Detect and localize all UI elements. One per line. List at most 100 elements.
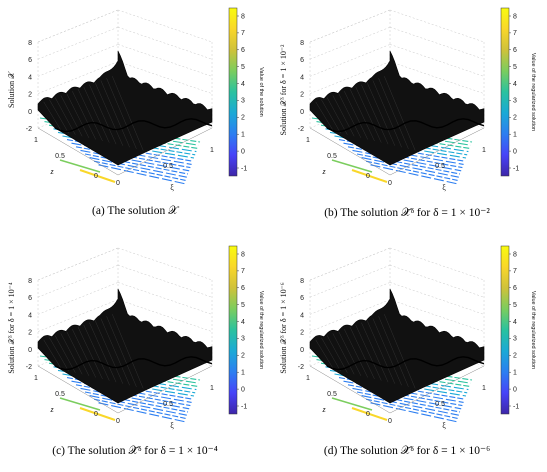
subfigure-caption: (b) The solution 𝒳̃ᵟ for δ = 1 × 10⁻² [272,205,542,220]
x-tick-label: 1 [482,385,486,392]
colorbar-tick-label: 1 [241,132,245,139]
z-axis-label: Solution 𝒳 [7,71,16,108]
contour-line [370,402,457,423]
caption-text: The solution 𝒳̃ᵟ for δ = 1 × 10⁻⁶ [340,445,491,457]
colorbar-tick-label: 5 [241,64,245,71]
z-axis-label: Solution 𝒳ᵟ for δ = 1 × 10⁻⁴ [7,282,16,374]
contour-line [365,160,458,181]
x-axis-label: ξ [442,183,446,192]
colorbar-tick-label: 3 [513,98,517,105]
caption-label: (d) [323,445,338,457]
subfigure-caption: (c) The solution 𝒳̃ᵟ for δ = 1 × 10⁻⁴ [0,443,270,458]
surface-plot: 8 6 4 2 0 -2 Solution 𝒳ᵟ for δ = 1 × 10⁻² 1 0.5 0… [279,7,536,192]
z-tick-label: 2 [300,92,304,99]
colorbar-label: Value of the solution [258,67,264,116]
colorbar-tick-label: 1 [241,370,245,377]
y-tick-label: 0 [94,411,98,418]
y-tick-label: 0 [366,411,370,418]
colorbar-tick-label: -1 [241,165,247,172]
contour-line [93,160,186,181]
colorbar-tick-label: 5 [513,302,517,309]
colorbar-tick-label: 4 [513,319,517,326]
x-tick-label: 0 [388,418,392,425]
colorbar-tick-label: 0 [241,386,245,393]
contour-line [98,164,185,185]
x-tick-label: 0.5 [163,401,173,408]
z-tick-label: -2 [298,126,304,133]
colorbar-tick-label: 4 [241,81,245,88]
caption-label: (a) [91,205,105,217]
contour-line [93,398,186,419]
colorbar-tick-label: 6 [513,47,517,54]
colorbar [500,7,510,177]
colorbar-tick-label: 2 [513,353,517,360]
z-tick-label: 8 [28,278,32,285]
z-tick-label: 0 [300,347,304,354]
solution-surface [309,50,485,166]
z-tick-label: 6 [28,57,32,64]
caption-label: (b) [324,207,338,219]
z-tick-label: 8 [300,40,304,47]
y-tick-label: 0.5 [55,153,65,160]
colorbar-tick-label: 7 [513,30,517,37]
x-tick-label: 1 [482,147,486,154]
subfigure-d: 8 6 4 2 0 -2 Solution 𝒳ᵟ for δ = 1 × 10⁻⁶ 1 0.5 0… [272,238,542,470]
colorbar-tick-label: 8 [513,251,517,258]
y-tick-label: 1 [306,375,310,382]
z-tick-label: 6 [28,295,32,302]
colorbar-tick-label: 2 [241,115,245,122]
y-axis-label: z [321,405,326,414]
x-tick-label: 0 [388,180,392,187]
z-tick-label: 2 [28,330,32,337]
z-tick-label: 4 [300,74,304,81]
colorbar-tick-label: 7 [513,268,517,275]
colorbar-label: Value of the regularized solution [530,291,536,369]
colorbar-tick-label: 6 [241,285,245,292]
subfigure-c: 8 6 4 2 0 -2 Solution 𝒳ᵟ for δ = 1 × 10⁻⁴ 1 0.5 0… [0,238,270,470]
y-axis-label: z [49,405,54,414]
x-axis-label: ξ [442,421,446,430]
z-tick-label: 2 [300,330,304,337]
y-tick-label: 1 [34,137,38,144]
z-tick-label: 8 [300,278,304,285]
contour-line [84,391,189,413]
colorbar-tick-label: 1 [513,132,517,139]
colorbar-tick-label: 4 [241,319,245,326]
y-tick-label: 1 [34,375,38,382]
colorbar-label: Value of the regularized solution [530,53,536,131]
z-tick-label: -2 [26,364,32,371]
colorbar [228,245,238,415]
colorbar-label: Value of the regularized solution [258,291,264,369]
subfigure-b: 8 6 4 2 0 -2 Solution 𝒳ᵟ for δ = 1 × 10⁻² 1 0.5 0… [272,0,542,232]
caption-text: The solution 𝒳 [107,205,179,217]
colorbar-tick-label: 6 [241,47,245,54]
y-tick-label: 0.5 [327,391,337,398]
z-tick-label: 2 [28,92,32,99]
colorbar-tick-label: 7 [241,30,245,37]
surface-plot: 8 6 4 2 0 -2 Solution 𝒳 1 0.5 0 z 0 0.5 1 ξ 8 7 6 5 4 3 2 1 0 -1… [7,7,264,192]
y-tick-label: 0 [366,173,370,180]
colorbar-tick-label: 6 [513,285,517,292]
solution-surface [37,288,213,404]
colorbar-tick-label: -1 [241,403,247,410]
subfigure-caption: (d) The solution 𝒳̃ᵟ for δ = 1 × 10⁻⁶ [272,443,542,458]
solution-surface [37,50,213,166]
z-axis-label: Solution 𝒳ᵟ for δ = 1 × 10⁻² [279,44,288,136]
colorbar-tick-label: 3 [241,98,245,105]
contour-line [98,402,185,423]
colorbar [500,245,510,415]
colorbar-tick-label: -1 [513,165,519,172]
y-axis-label: z [321,167,326,176]
x-tick-label: 0.5 [163,163,173,170]
y-axis-label: z [49,167,54,176]
x-axis-label: ξ [170,183,174,192]
colorbar-tick-label: 0 [241,148,245,155]
z-tick-label: 4 [28,312,32,319]
z-tick-label: 6 [300,57,304,64]
x-tick-label: 1 [210,385,214,392]
y-tick-label: 1 [306,137,310,144]
x-tick-label: 0.5 [435,401,445,408]
y-tick-label: 0.5 [327,153,337,160]
colorbar-tick-label: 4 [513,81,517,88]
z-tick-label: 4 [28,74,32,81]
